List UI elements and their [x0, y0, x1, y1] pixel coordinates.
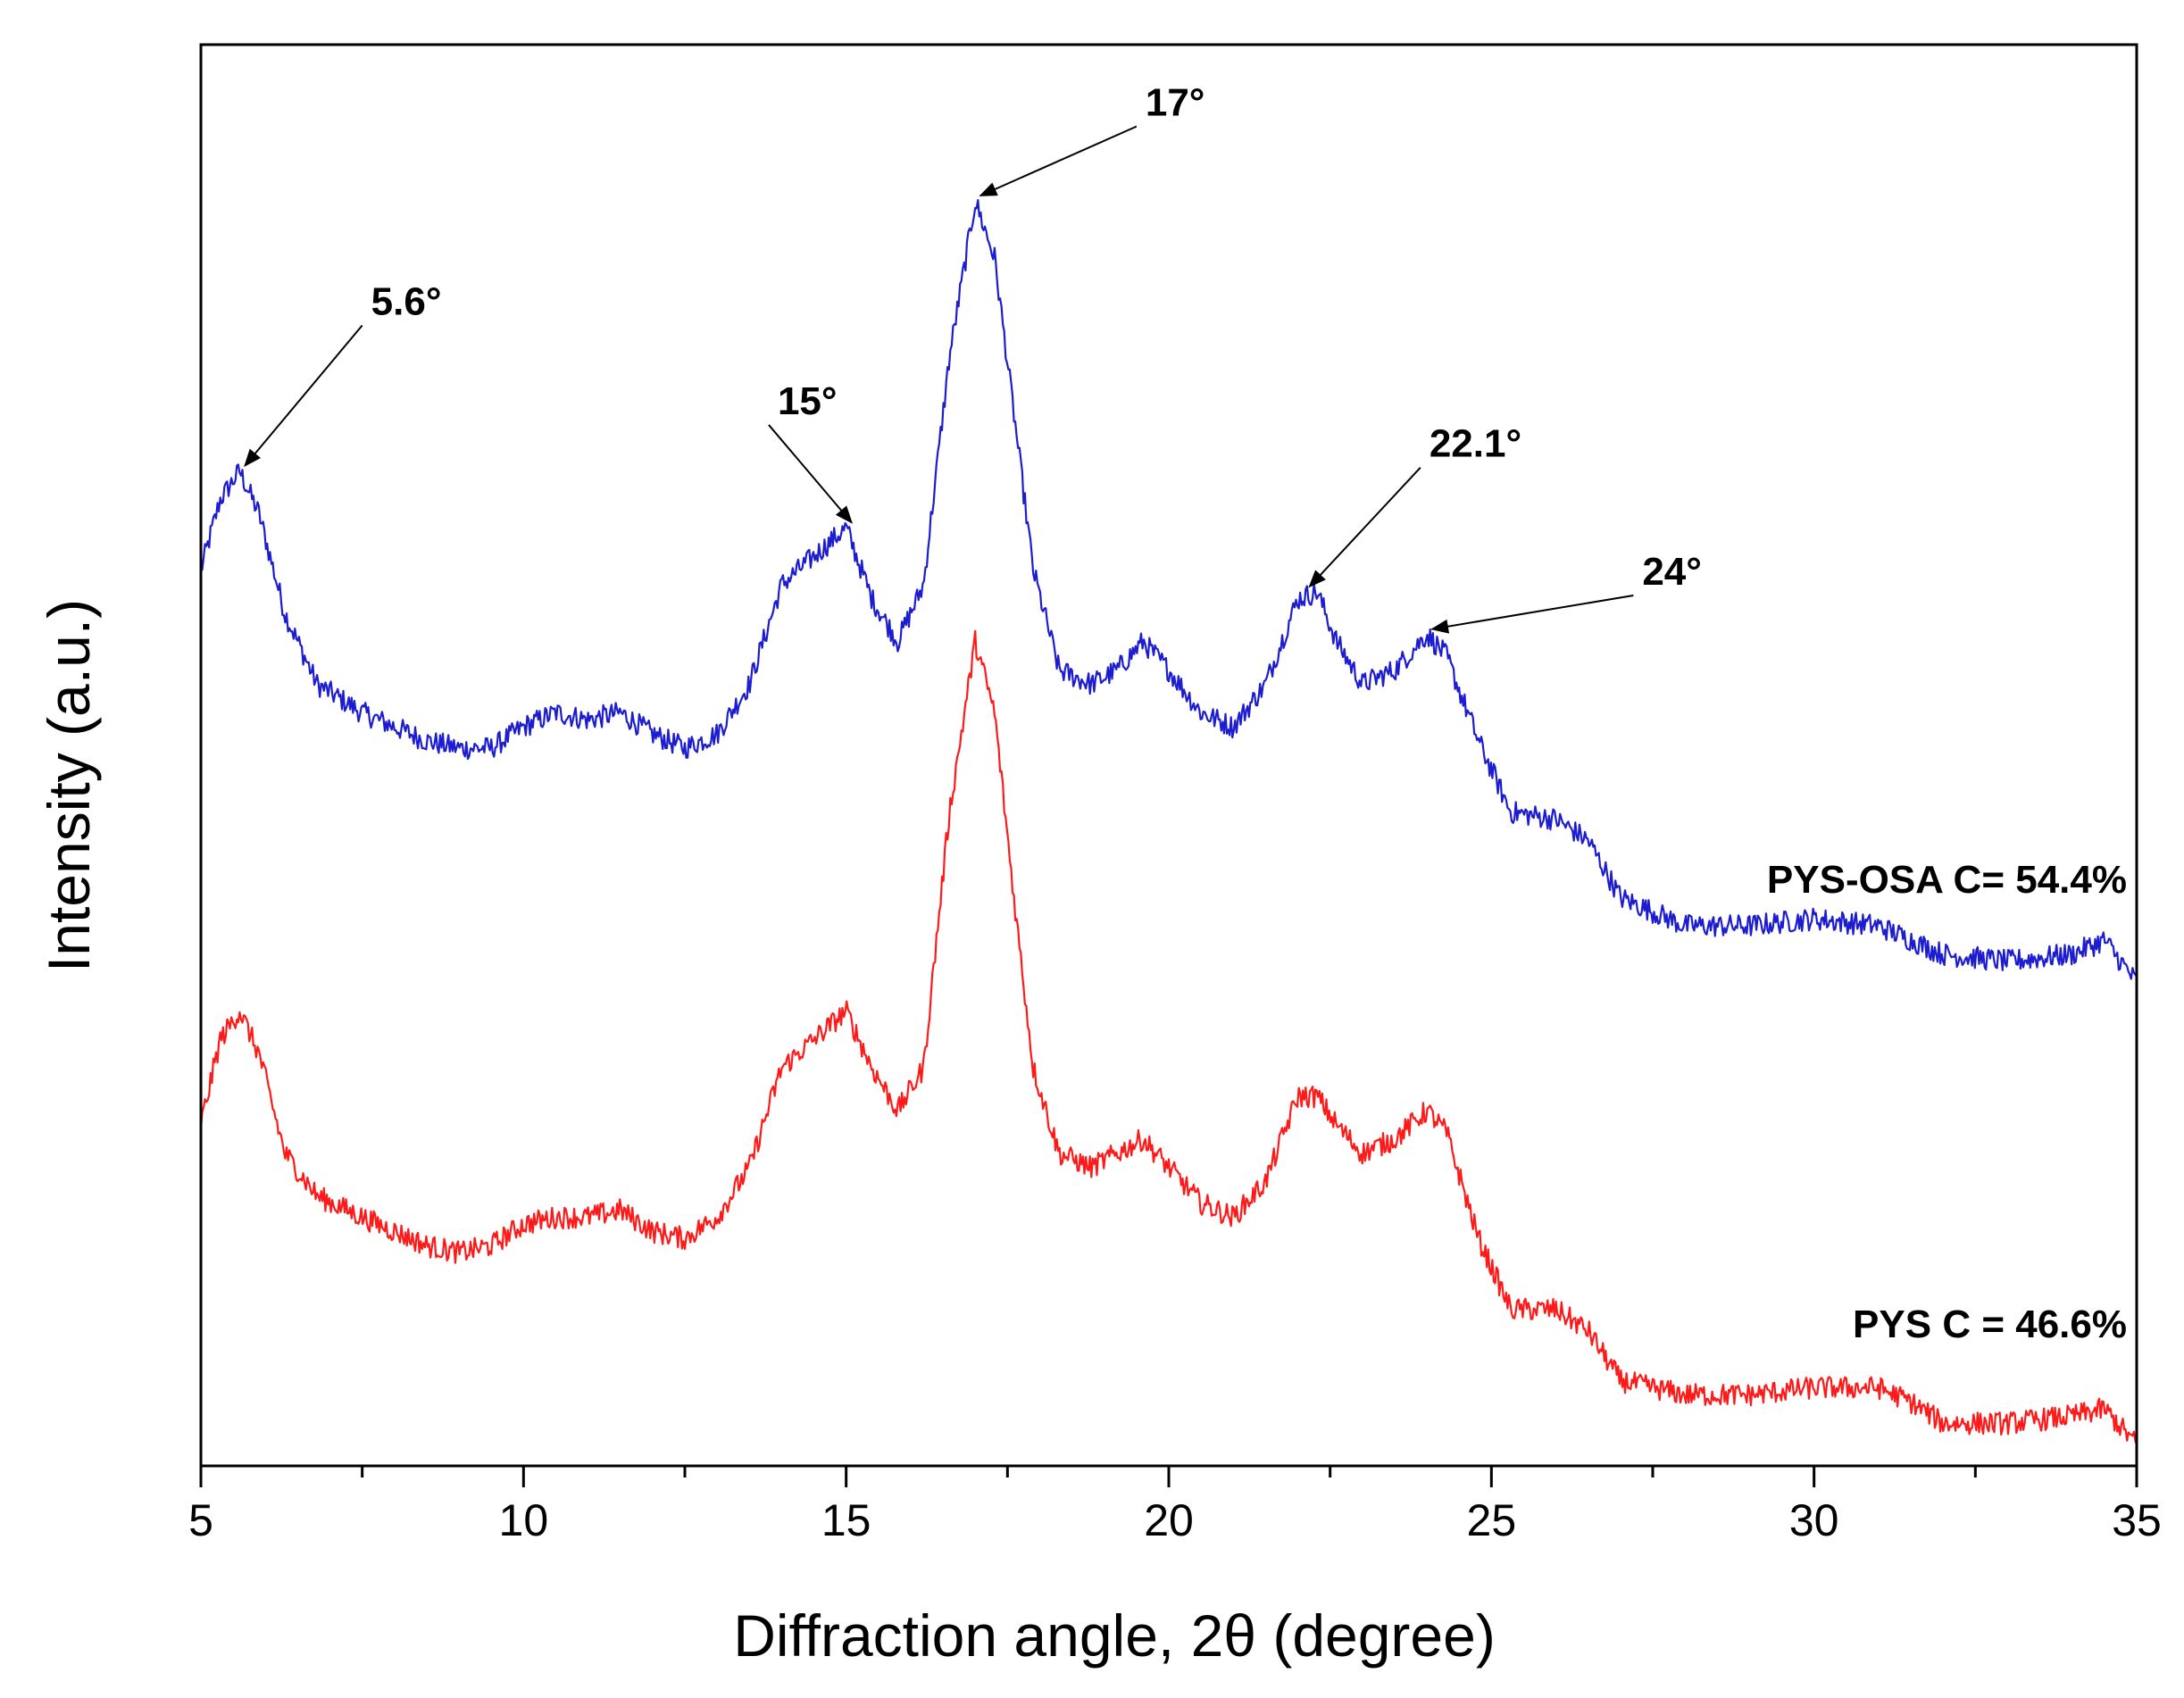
x-tick-label: 10 — [499, 1495, 549, 1545]
x-tick-label: 15 — [821, 1495, 871, 1545]
peak-arrow-3 — [979, 125, 1138, 197]
x-axis-label: Diffraction angle, 2θ (degree) — [733, 1602, 1496, 1669]
series-label-pys-osa: PYS-OSA C= 54.4% — [1767, 858, 2127, 902]
x-tick-label: 25 — [1467, 1495, 1517, 1545]
peak-label-3: 17° — [1146, 81, 1205, 125]
x-tick-label: 35 — [2112, 1495, 2162, 1545]
peak-label-1: 5.6° — [371, 279, 442, 323]
peak-label-5: 24° — [1642, 550, 1702, 594]
peak-arrow-1 — [244, 324, 363, 468]
series-line-pys — [199, 629, 2138, 1445]
peak-arrow-5 — [1430, 594, 1634, 634]
x-tick-label: 20 — [1144, 1495, 1194, 1545]
peak-arrow-4 — [1308, 466, 1421, 588]
y-axis-label: Intensity (a.u.) — [36, 599, 102, 972]
x-tick-label: 5 — [188, 1495, 213, 1545]
series-line-pys-osa — [200, 199, 2138, 980]
series-label-pys: PYS C = 46.6% — [1853, 1303, 2127, 1346]
peak-arrow-2 — [768, 424, 853, 524]
peak-label-4: 22.1° — [1430, 422, 1521, 466]
x-tick-label: 30 — [1789, 1495, 1839, 1545]
peak-label-2: 15° — [778, 379, 838, 423]
